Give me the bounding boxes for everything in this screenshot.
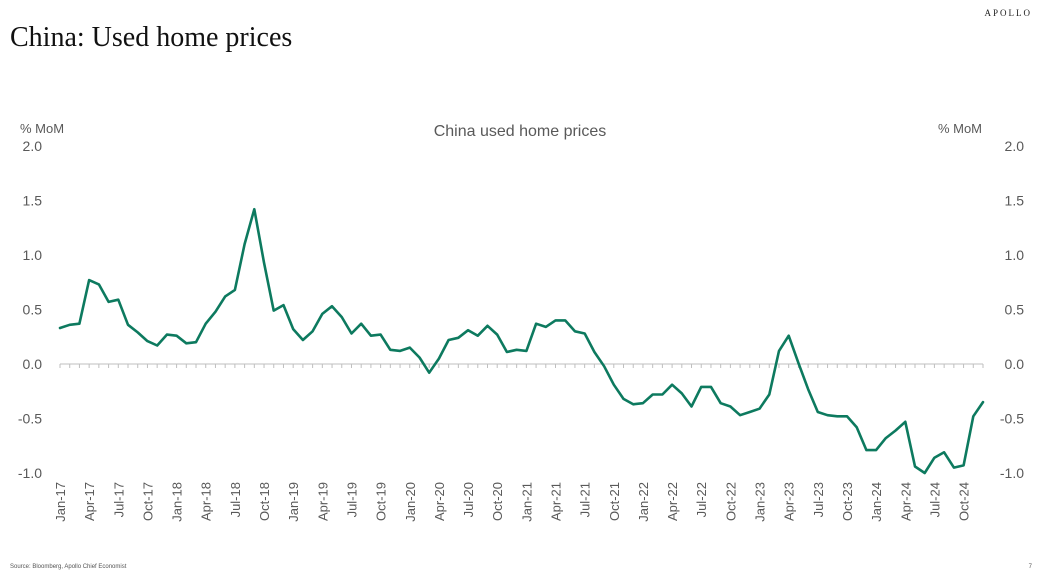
x-tick-label: Jan-19 [286,482,301,522]
x-tick-label: Jul-18 [228,482,243,517]
x-tick-label: Apr-17 [82,482,97,521]
y-axis-label-left: % MoM [20,121,64,136]
series-line-used-home-prices [58,207,985,475]
source-note: Source: Bloomberg, Apollo Chief Economis… [10,564,127,570]
y-tick-label-right: -0.5 [1000,411,1024,427]
brand-logo: APOLLO [984,8,1032,18]
x-tick-label: Jul-17 [111,482,126,517]
x-tick-label: Jan-17 [53,482,68,522]
x-tick-label: Apr-19 [315,482,330,521]
chart-title: China used home prices [434,123,607,140]
x-tick-label: Apr-24 [898,482,913,521]
y-tick-label-right: 1.5 [1005,193,1025,209]
x-tick-label: Apr-21 [549,482,564,521]
x-tick-label: Oct-22 [723,482,738,521]
x-tick-label: Jan-22 [636,482,651,522]
y-tick-label-right: -1.0 [1000,465,1024,481]
x-tick-label: Jul-21 [578,482,593,517]
x-tick-label: Jan-20 [403,482,418,522]
y-tick-label-left: 0.5 [23,302,43,318]
y-axis-label-right: % MoM [938,121,982,136]
x-tick-label: Oct-24 [957,482,972,521]
x-tick-label: Jul-22 [694,482,709,517]
x-tick-label: Apr-20 [432,482,447,521]
y-tick-label-left: -0.5 [18,411,42,427]
y-tick-label-left: 1.0 [23,247,43,263]
page-number: 7 [1028,564,1032,570]
x-tick-label: Jan-24 [869,482,884,522]
x-tick-label: Oct-23 [840,482,855,521]
x-tick-label: Jan-18 [170,482,185,522]
x-tick-label: Apr-22 [665,482,680,521]
x-tick-label: Oct-21 [607,482,622,521]
x-tick-label: Oct-17 [140,482,155,521]
y-tick-label-right: 0.0 [1005,356,1025,372]
page-title: China: Used home prices [10,22,293,53]
x-tick-label: Jul-19 [344,482,359,517]
x-tick-label: Jul-23 [811,482,826,517]
x-tick-label: Jan-23 [753,482,768,522]
x-tick-label: Apr-23 [782,482,797,521]
x-tick-label: Apr-18 [199,482,214,521]
x-tick-label: Jan-21 [519,482,534,522]
y-tick-label-left: 0.0 [23,356,43,372]
y-tick-label-right: 2.0 [1005,138,1025,154]
x-tick-label: Oct-18 [257,482,272,521]
y-tick-label-left: 2.0 [23,138,43,154]
x-tick-label: Oct-19 [374,482,389,521]
y-tick-label-left: 1.5 [23,193,43,209]
x-tick-label: Jul-20 [461,482,476,517]
x-tick-label: Oct-20 [490,482,505,521]
x-tick-label: Jul-24 [927,482,942,517]
y-tick-label-right: 1.0 [1005,247,1025,263]
y-tick-label-right: 0.5 [1005,302,1025,318]
y-tick-label-left: -1.0 [18,465,42,481]
